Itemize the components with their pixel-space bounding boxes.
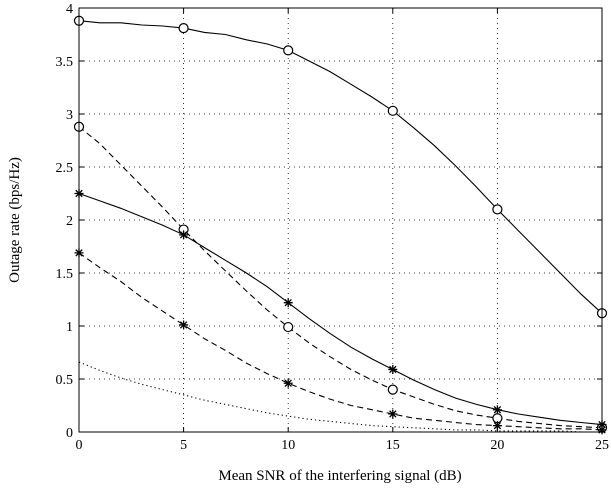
series-1-point (178, 23, 189, 34)
x-tick-label: 5 (180, 438, 187, 453)
series-1-point (283, 45, 294, 56)
y-tick-label: 2.5 (56, 161, 74, 176)
series-4-point (492, 421, 502, 431)
series-4-point (179, 320, 189, 330)
y-tick-label: 2 (66, 214, 73, 229)
x-tick-label: 15 (386, 438, 400, 453)
series-1-point (492, 204, 503, 215)
series-2-point (283, 321, 294, 333)
plot-area (79, 8, 602, 432)
x-tick-label: 20 (490, 438, 504, 453)
series-3-point (179, 230, 189, 240)
x-axis-title: Mean SNR of the interfering signal (dB) (218, 468, 461, 484)
x-tick-label: 10 (281, 438, 295, 453)
series-3-line (78, 192, 603, 426)
ticks: 0 5 10 15 20 25 0 0.5 1 1.5 2 2.5 3 3.5 4 (56, 2, 610, 453)
x-tick-label: 25 (595, 438, 609, 453)
series-layer (73, 15, 608, 435)
series-2-line (78, 126, 603, 429)
series-5-line (78, 361, 602, 433)
y-tick-label: 1 (66, 320, 73, 335)
y-tick-label: 3 (66, 108, 73, 123)
series-2-point (387, 384, 398, 395)
x-tick-label: 0 (76, 438, 83, 453)
series-4-point (388, 409, 398, 419)
y-axis-title: Outage rate (bps/Hz) (7, 157, 23, 283)
y-tick-label: 1.5 (56, 267, 74, 282)
series-3-point (388, 364, 398, 374)
y-tick-label: 0 (66, 426, 73, 441)
grid (79, 8, 602, 432)
y-tick-label: 0.5 (56, 373, 74, 388)
series-4-line (78, 252, 603, 431)
series-1-line (78, 20, 603, 314)
y-tick-label: 3.5 (56, 55, 74, 70)
series-3-point (492, 405, 502, 415)
series-1-point (387, 105, 398, 116)
series-3-point (283, 298, 293, 308)
series-4-point (283, 378, 293, 388)
y-tick-label: 4 (66, 2, 73, 17)
